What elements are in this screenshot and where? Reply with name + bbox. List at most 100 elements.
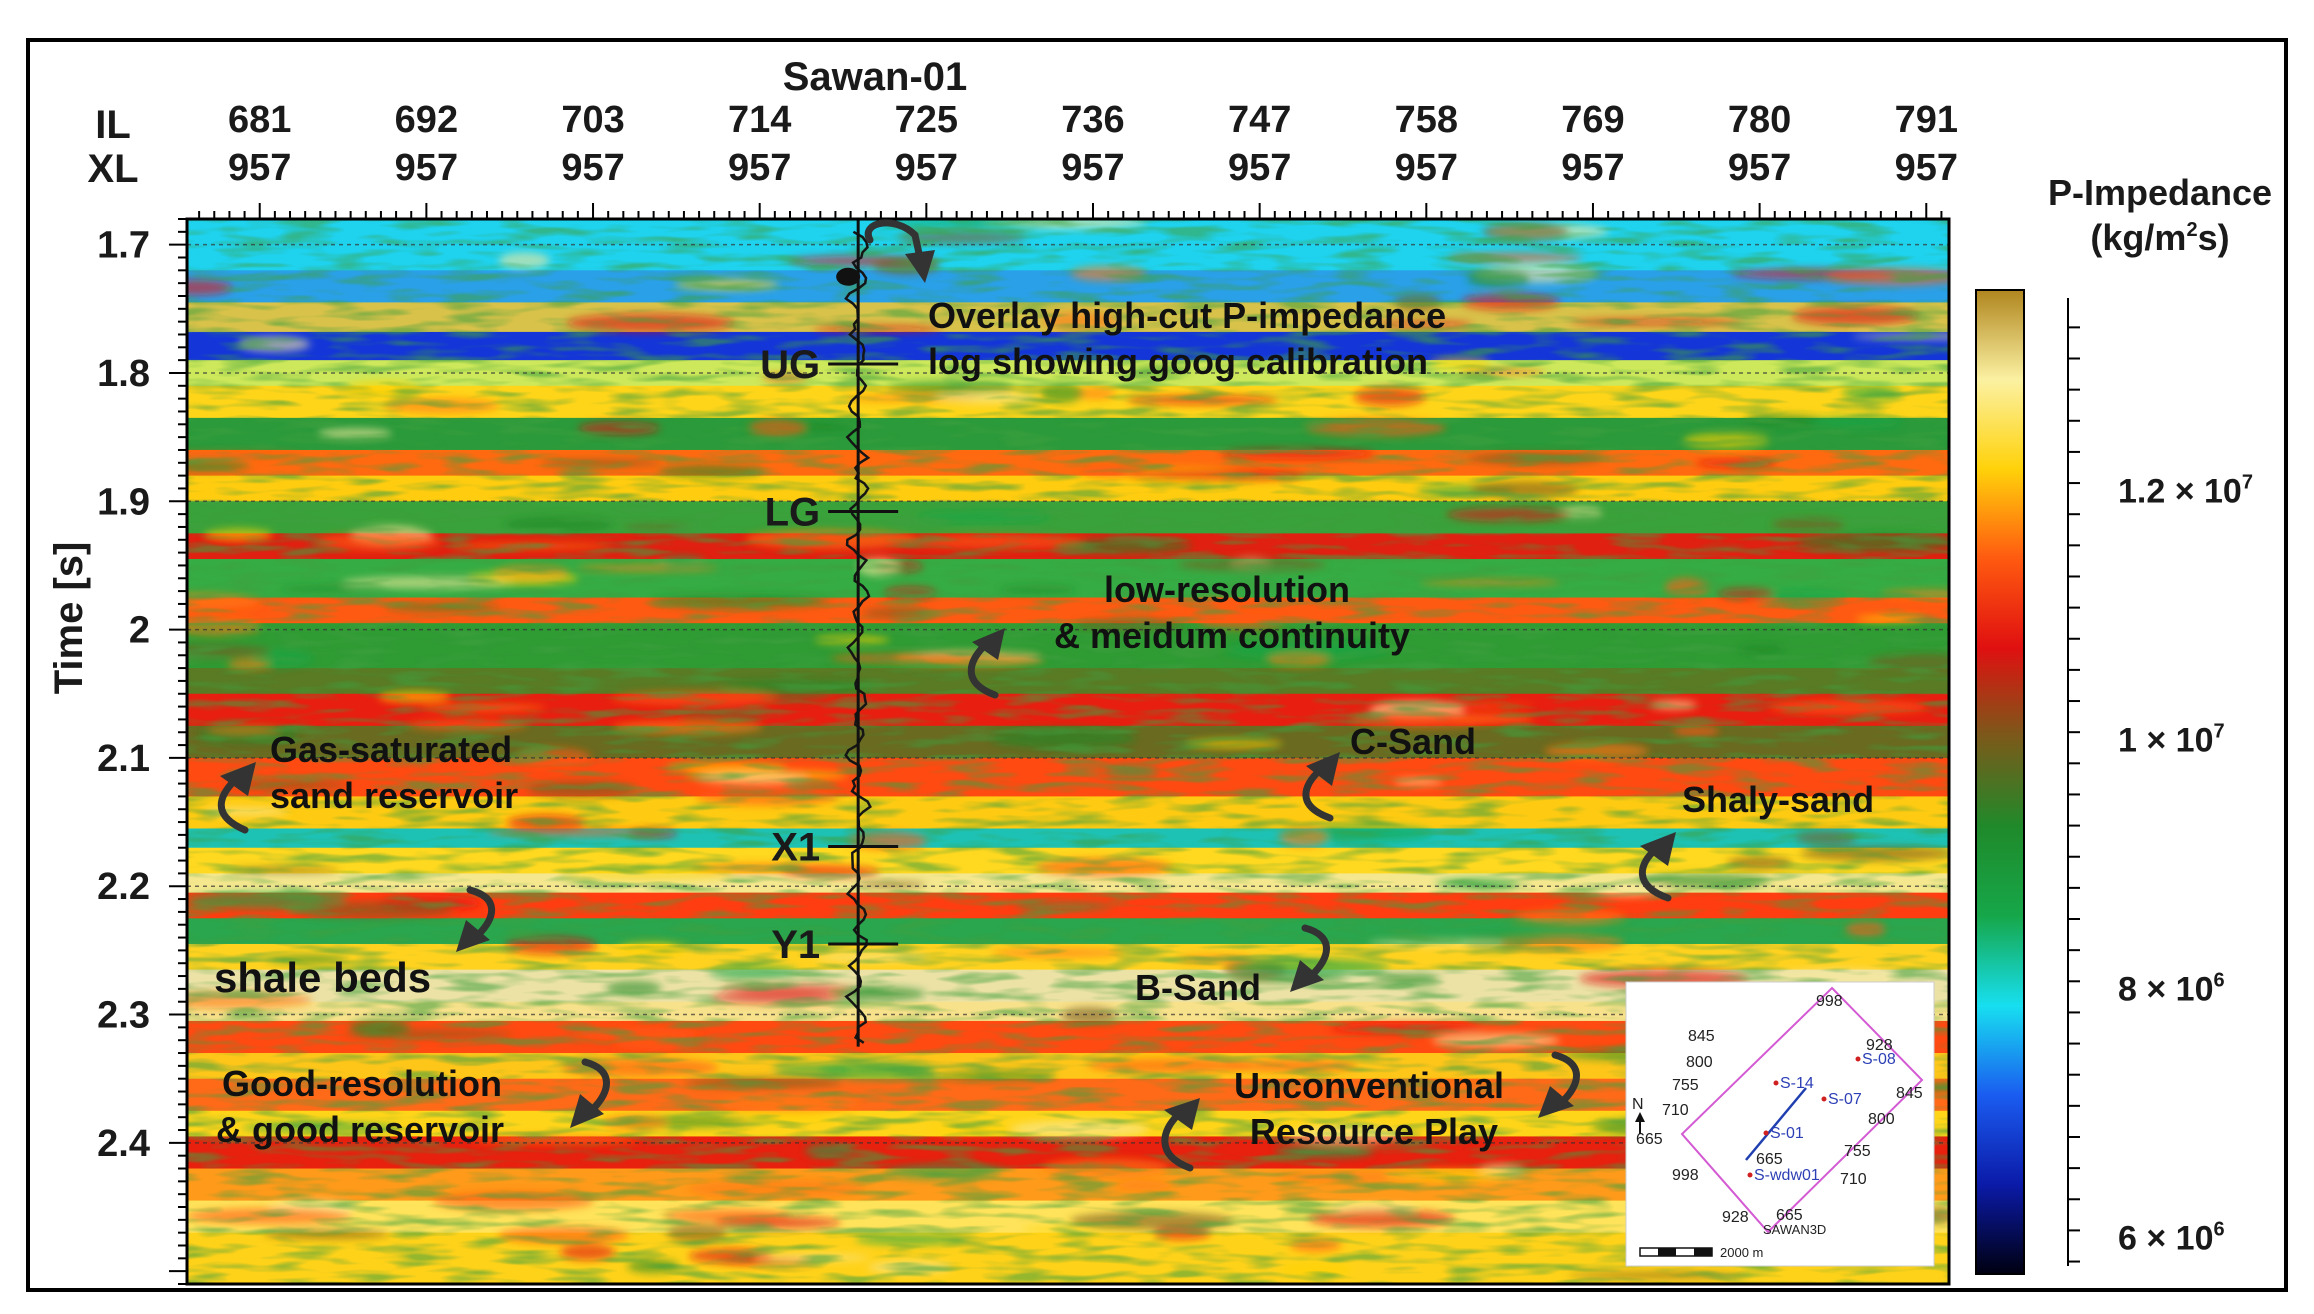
time-tick-label: 2 xyxy=(129,610,150,652)
inline-tick-label: 791 xyxy=(1895,99,1958,141)
colorbar-tick-label: 1 × 107 xyxy=(2118,720,2225,759)
well-top-marker xyxy=(836,267,861,286)
plot-border xyxy=(185,217,1951,1286)
inline-tick-label: 780 xyxy=(1728,99,1791,141)
inset-well-label: S-14 xyxy=(1780,1075,1814,1092)
inline-tick-label: 714 xyxy=(728,99,791,141)
colorbar-tick-label: 6 × 106 xyxy=(2118,1219,2225,1258)
crossline-tick-label: 957 xyxy=(1561,147,1624,189)
annotations: Overlay high-cut P-impedance log showing… xyxy=(214,295,1874,1152)
crossline-tick-label: 957 xyxy=(895,147,958,189)
axis-header-il: IL xyxy=(95,103,131,147)
annotation-c-sand: C-Sand xyxy=(1350,721,1476,762)
svg-text:710: 710 xyxy=(1662,1102,1689,1119)
svg-text:998: 998 xyxy=(1672,1167,1699,1184)
svg-text:665: 665 xyxy=(1636,1131,1663,1148)
annotation-overlay: Overlay high-cut P-impedance log showing… xyxy=(928,295,1456,382)
inline-tick-label: 703 xyxy=(561,99,624,141)
inset-crossline-numbers: 998 928 845 800 755 710 665 998 928 665 xyxy=(1672,993,1923,1226)
inline-tick-label: 692 xyxy=(395,99,458,141)
colorbar-title: P-Impedance xyxy=(2048,172,2272,213)
inset-north-label: N xyxy=(1632,1096,1644,1113)
inline-tick-label: 769 xyxy=(1561,99,1624,141)
arrow-gas-saturated xyxy=(217,762,256,834)
arrow-b-sand xyxy=(1290,924,1330,992)
inset-well-label: S-08 xyxy=(1862,1051,1896,1068)
time-tick-label: 1.7 xyxy=(97,225,150,267)
svg-text:755: 755 xyxy=(1844,1143,1871,1160)
crossline-tick-label: 957 xyxy=(561,147,624,189)
scale-label: 2000 m xyxy=(1720,1245,1763,1260)
colorbar-axis: 1.2 × 107 1 × 107 8 × 106 6 × 106 xyxy=(2067,298,2253,1266)
annotation-unconventional: Unconventional Resource Play xyxy=(1234,1065,1514,1152)
time-tick-label: 1.8 xyxy=(97,353,150,395)
colorbar-scale xyxy=(1975,289,2025,1275)
crossline-tick-label: 957 xyxy=(1895,147,1958,189)
annotation-arrows xyxy=(217,219,1676,1172)
svg-text:665: 665 xyxy=(1776,1207,1803,1224)
svg-text:755: 755 xyxy=(1672,1077,1699,1094)
arrow-shaly-sand xyxy=(1638,832,1676,902)
annotation-b-sand: B-Sand xyxy=(1135,967,1261,1008)
arrow-c-sand xyxy=(1302,752,1340,822)
inset-inline-numbers: 845 800 755 710 665 xyxy=(1636,1028,1715,1148)
svg-text:845: 845 xyxy=(1688,1028,1715,1045)
crossline-tick-label: 957 xyxy=(728,147,791,189)
time-tick-label: 1.9 xyxy=(97,481,150,523)
annotation-shale-beds: shale beds xyxy=(214,954,431,1001)
svg-text:800: 800 xyxy=(1686,1054,1713,1071)
annotation-good-resolution: Good-resolution & good reservoir xyxy=(216,1063,512,1150)
colorbar-units: (kg/m2s) xyxy=(2090,217,2229,258)
svg-text:845: 845 xyxy=(1896,1085,1923,1102)
horizon-label: Y1 xyxy=(771,923,820,967)
colorbar-tick-label: 1.2 × 107 xyxy=(2118,471,2253,510)
svg-text:928: 928 xyxy=(1722,1209,1749,1226)
horizon-label: X1 xyxy=(771,825,820,869)
svg-text:928: 928 xyxy=(1866,1037,1893,1054)
inline-tick-label: 747 xyxy=(1228,99,1291,141)
inline-tick-label: 725 xyxy=(895,99,958,141)
inset-well-label: S-01 xyxy=(1770,1125,1804,1142)
svg-text:665: 665 xyxy=(1756,1151,1783,1168)
horizon-label: UG xyxy=(760,343,820,387)
colorbar-tick-label: 8 × 106 xyxy=(2118,970,2225,1009)
inline-tick-label: 681 xyxy=(228,99,291,141)
crossline-tick-label: 957 xyxy=(1395,147,1458,189)
time-tick-label: 2.3 xyxy=(97,995,150,1037)
arrow-overlay xyxy=(864,219,935,283)
annotation-gas-saturated: Gas-saturated sand reservoir xyxy=(270,729,522,816)
time-axis: 1.7 1.8 1.9 2 2.1 2.2 2.3 2.4 xyxy=(97,218,187,1285)
survey-outline xyxy=(1680,986,1924,1234)
crossline-tick-label: 957 xyxy=(1228,147,1291,189)
inline-tick-label: 736 xyxy=(1061,99,1124,141)
horizon-labels: UG LG X1 Y1 xyxy=(760,343,820,967)
crossline-tick-label: 957 xyxy=(395,147,458,189)
time-tick-label: 2.4 xyxy=(97,1123,150,1165)
time-gridlines xyxy=(187,243,1949,1144)
arrow-low-resolution xyxy=(967,628,1005,699)
scale-bar xyxy=(1639,1247,1713,1257)
time-axis-label: Time [s] xyxy=(47,542,91,695)
section-line xyxy=(1745,1087,1807,1161)
svg-text:710: 710 xyxy=(1840,1171,1867,1188)
svg-text:998: 998 xyxy=(1816,993,1843,1010)
inline-tick-label: 758 xyxy=(1395,99,1458,141)
crossline-tick-label: 957 xyxy=(228,147,291,189)
crossline-tick-label: 957 xyxy=(1061,147,1124,189)
horizon-ticks xyxy=(828,362,899,946)
arrow-unconventional-down xyxy=(1538,1051,1580,1118)
inset-well-label: S-07 xyxy=(1828,1091,1862,1108)
inline-axis: 681 957 692 957 703 957 714 957 725 957 736 957 747 9… xyxy=(198,99,1958,219)
time-tick-label: 2.2 xyxy=(97,866,150,908)
north-arrow-icon xyxy=(1635,1112,1645,1122)
arrow-unconventional-up xyxy=(1161,1098,1200,1172)
arrow-good-resolution xyxy=(570,1058,610,1128)
time-tick-label: 2.1 xyxy=(97,738,150,780)
axis-header-xl: XL xyxy=(87,147,138,191)
well-name: Sawan-01 xyxy=(783,55,968,99)
inset-map-background xyxy=(1625,981,1935,1267)
inset-well-label: S-wdw01 xyxy=(1754,1167,1820,1184)
colorbar: P-Impedance (kg/m2s) 1.2 × 107 1 × 107 8 ×… xyxy=(1975,172,2272,1275)
